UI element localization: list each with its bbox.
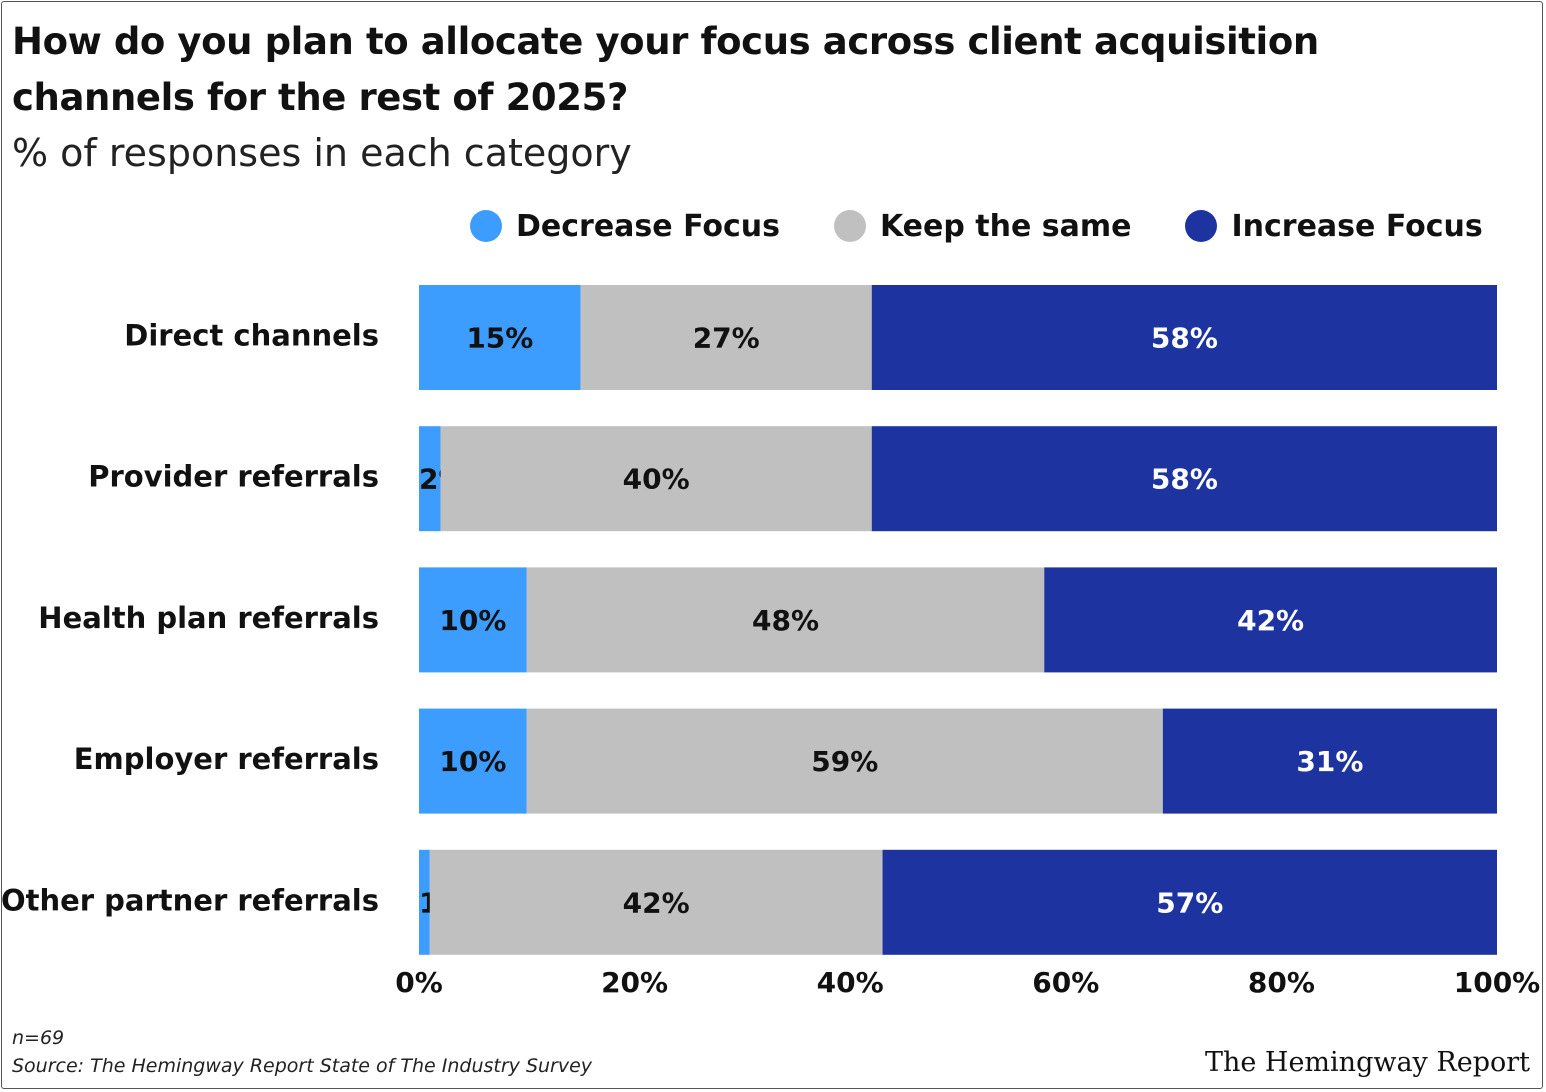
legend-swatch-increase — [1185, 210, 1218, 242]
bar-decrease-focus-direct-channels — [419, 285, 581, 390]
data-label-increase-focus-direct-channels: 58% — [1151, 322, 1218, 355]
data-label-increase-focus-provider-referrals: 58% — [1151, 463, 1218, 496]
source-note: Source: The Hemingway Report State of Th… — [12, 1055, 593, 1077]
x-tick-label: 80% — [1248, 966, 1315, 999]
legend-label-same: Keep the same — [879, 208, 1132, 244]
category-label-employer-referrals: Employer referrals — [74, 742, 379, 776]
bar-increase-focus-other-partner-referrals — [882, 849, 1497, 955]
legend-item-same: Keep the same — [833, 208, 1132, 244]
brand-logo-text: The Hemingway Report — [1204, 1047, 1530, 1078]
category-label-direct-channels: Direct channels — [124, 319, 379, 353]
data-label-keep-the-same-health-plan-referrals: 48% — [752, 604, 819, 637]
category-label-other-partner-referrals: Other partner referrals — [1, 883, 379, 917]
data-label-keep-the-same-employer-referrals: 59% — [811, 745, 878, 778]
x-tick-label: 0% — [395, 966, 443, 999]
legend: Decrease Focus Keep the same Increase Fo… — [470, 202, 1537, 250]
legend-item-increase: Increase Focus — [1185, 208, 1483, 244]
legend-swatch-decrease — [470, 210, 502, 242]
data-label-keep-the-same-other-partner-referrals: 42% — [623, 886, 690, 919]
sample-size-note: n=69 — [12, 1027, 65, 1049]
bar-keep-the-same-health-plan-referrals — [526, 567, 1045, 673]
bar-keep-the-same-employer-referrals — [526, 708, 1163, 814]
data-label-increase-focus-other-partner-referrals: 57% — [1156, 886, 1223, 919]
bar-keep-the-same-direct-channels — [580, 285, 872, 390]
legend-item-decrease: Decrease Focus — [470, 209, 780, 244]
chart-subtitle: % of responses in each category — [12, 131, 632, 175]
category-label-health-plan-referrals: Health plan referrals — [38, 601, 379, 635]
bar-increase-focus-employer-referrals — [1162, 708, 1497, 814]
bar-decrease-focus-other-partner-referrals — [419, 849, 430, 955]
bar-decrease-focus-provider-referrals — [419, 426, 441, 532]
data-label-decrease-focus-direct-channels: 15% — [466, 322, 533, 355]
bar-increase-focus-health-plan-referrals — [1044, 567, 1497, 673]
data-label-increase-focus-employer-referrals: 31% — [1296, 745, 1363, 778]
bar-increase-focus-provider-referrals — [871, 426, 1497, 532]
data-label-decrease-focus-employer-referrals: 10% — [439, 745, 506, 778]
x-tick-label: 60% — [1032, 966, 1099, 999]
data-label-increase-focus-health-plan-referrals: 42% — [1237, 604, 1304, 637]
bar-keep-the-same-provider-referrals — [440, 426, 872, 532]
data-label-decrease-focus-health-plan-referrals: 10% — [439, 604, 506, 637]
legend-label-decrease: Decrease Focus — [516, 208, 780, 244]
bar-keep-the-same-other-partner-referrals — [429, 849, 883, 955]
legend-label-increase: Increase Focus — [1231, 208, 1483, 244]
legend-swatch-same — [833, 210, 866, 242]
data-label-keep-the-same-direct-channels: 27% — [693, 322, 760, 355]
bar-decrease-focus-employer-referrals — [419, 708, 527, 814]
data-label-keep-the-same-provider-referrals: 40% — [623, 463, 690, 496]
x-tick-label: 40% — [817, 966, 884, 999]
bar-decrease-focus-health-plan-referrals — [419, 567, 527, 673]
bar-increase-focus-direct-channels — [871, 285, 1497, 390]
x-tick-label: 20% — [601, 966, 668, 999]
x-tick-label: 100% — [1454, 966, 1541, 999]
chart-title: How do you plan to allocate your focus a… — [12, 20, 1319, 119]
category-label-provider-referrals: Provider referrals — [88, 460, 379, 494]
